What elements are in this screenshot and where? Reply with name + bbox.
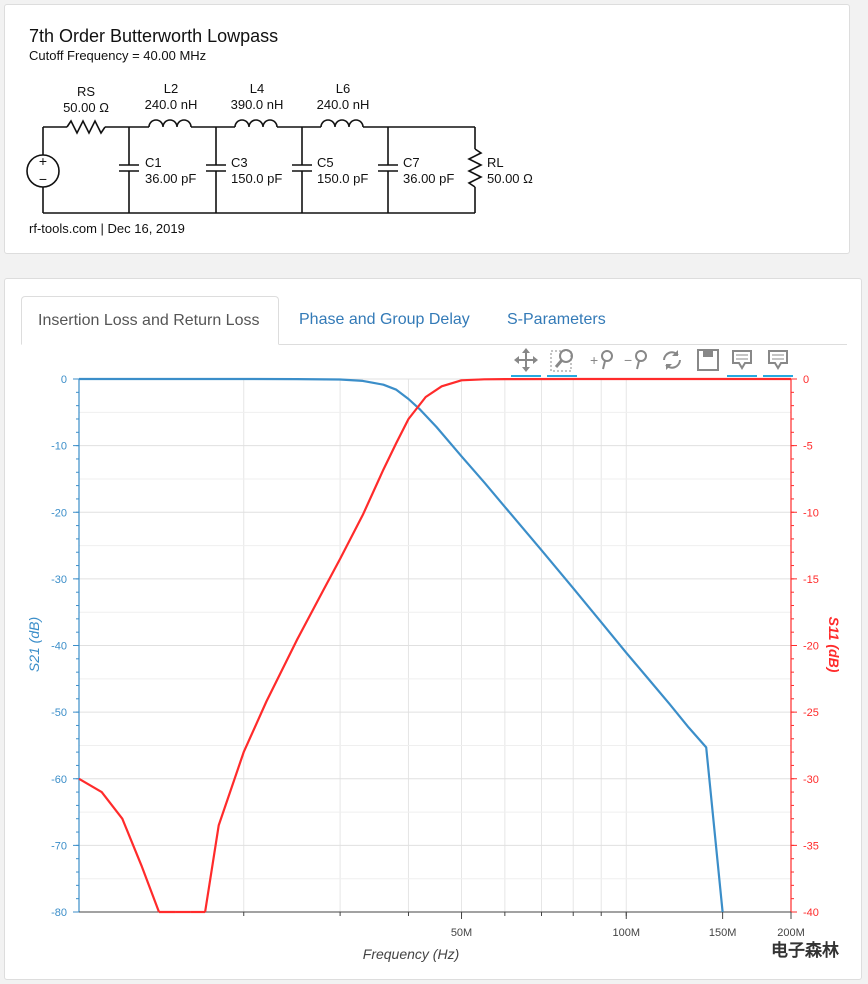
- c3-label: C3 150.0 pF: [231, 155, 283, 186]
- hover-icon-2[interactable]: [763, 345, 793, 377]
- x-axis-title: Frequency (Hz): [363, 946, 459, 962]
- tab-s-parameters[interactable]: S-Parameters: [507, 311, 606, 328]
- zoom-in-icon[interactable]: +: [587, 345, 617, 375]
- series-line-s11: [204, 377, 791, 913]
- right-tick-label: -5: [803, 441, 813, 453]
- insertion-return-loss-chart[interactable]: 0 -10 -20 -30 -40 -50 -60 -70 -80 0 -5 -10 -15 -20 -25…: [5, 279, 863, 981]
- filter-title: 7th Order Butterworth Lowpass: [29, 26, 279, 46]
- c7-label: C7 36.00 pF: [403, 155, 455, 186]
- schematic-diagram: + −: [26, 119, 483, 214]
- left-tick-label: -30: [51, 574, 67, 586]
- left-tick-label: -20: [51, 507, 67, 519]
- watermark-text: 电子森林: [771, 941, 839, 960]
- c1-label: C1 36.00 pF: [145, 155, 197, 186]
- left-tick-label: -10: [51, 441, 67, 453]
- zoom-out-icon[interactable]: −: [621, 345, 651, 375]
- y-axis-title-left: S21 (dB): [26, 617, 42, 672]
- x-tick-label: 150M: [709, 927, 737, 939]
- series-line-s21: [79, 377, 724, 913]
- svg-text:+: +: [39, 153, 47, 169]
- left-tick-label: -40: [51, 641, 67, 653]
- svg-text:+: +: [590, 352, 598, 368]
- credit-text: rf-tools.com | Dec 16, 2019: [29, 221, 185, 236]
- schematic-card: 7th Order Butterworth Lowpass Cutoff Fre…: [4, 4, 850, 254]
- left-tick-label: -60: [51, 774, 67, 786]
- reset-icon[interactable]: [657, 345, 687, 375]
- series-line-s11: [78, 777, 161, 913]
- right-tick-label: -35: [803, 840, 819, 852]
- l6-label: L6 240.0 nH: [316, 81, 370, 112]
- y-axis-title-right: S11 (dB): [826, 617, 842, 673]
- right-tick-label: -10: [803, 507, 819, 519]
- l4-label: L4 390.0 nH: [230, 81, 284, 112]
- save-icon[interactable]: [693, 345, 723, 375]
- right-tick-label: -20: [803, 641, 819, 653]
- right-tick-label: -15: [803, 574, 819, 586]
- l2-label: L2 240.0 nH: [144, 81, 198, 112]
- x-tick-label: 200M: [777, 927, 805, 939]
- left-tick-label: 0: [61, 374, 67, 386]
- rs-label: RS 50.00 Ω: [63, 84, 109, 115]
- tab-insertion-loss[interactable]: Insertion Loss and Return Loss: [21, 296, 279, 345]
- left-tick-label: -70: [51, 840, 67, 852]
- x-tick-label: 100M: [612, 927, 640, 939]
- right-tick-label: -40: [803, 907, 819, 919]
- c5-label: C5 150.0 pF: [317, 155, 369, 186]
- right-tick-label: 0: [803, 374, 809, 386]
- tab-phase-group-delay[interactable]: Phase and Group Delay: [299, 311, 470, 328]
- right-tick-label: -30: [803, 774, 819, 786]
- svg-text:−: −: [39, 171, 47, 187]
- chart-card: Insertion Loss and Return Loss Phase and…: [4, 278, 862, 980]
- left-tick-label: -80: [51, 907, 67, 919]
- tab-bar: Insertion Loss and Return Loss Phase and…: [21, 296, 847, 345]
- left-tick-label: -50: [51, 707, 67, 719]
- right-tick-label: -25: [803, 707, 819, 719]
- box-zoom-icon[interactable]: [547, 345, 577, 377]
- cutoff-frequency: Cutoff Frequency = 40.00 MHz: [29, 48, 207, 63]
- x-tick-label: 50M: [451, 927, 472, 939]
- svg-text:−: −: [624, 352, 632, 368]
- pan-icon[interactable]: [511, 345, 541, 377]
- rl-label: RL 50.00 Ω: [487, 155, 533, 186]
- hover-icon[interactable]: [727, 345, 757, 377]
